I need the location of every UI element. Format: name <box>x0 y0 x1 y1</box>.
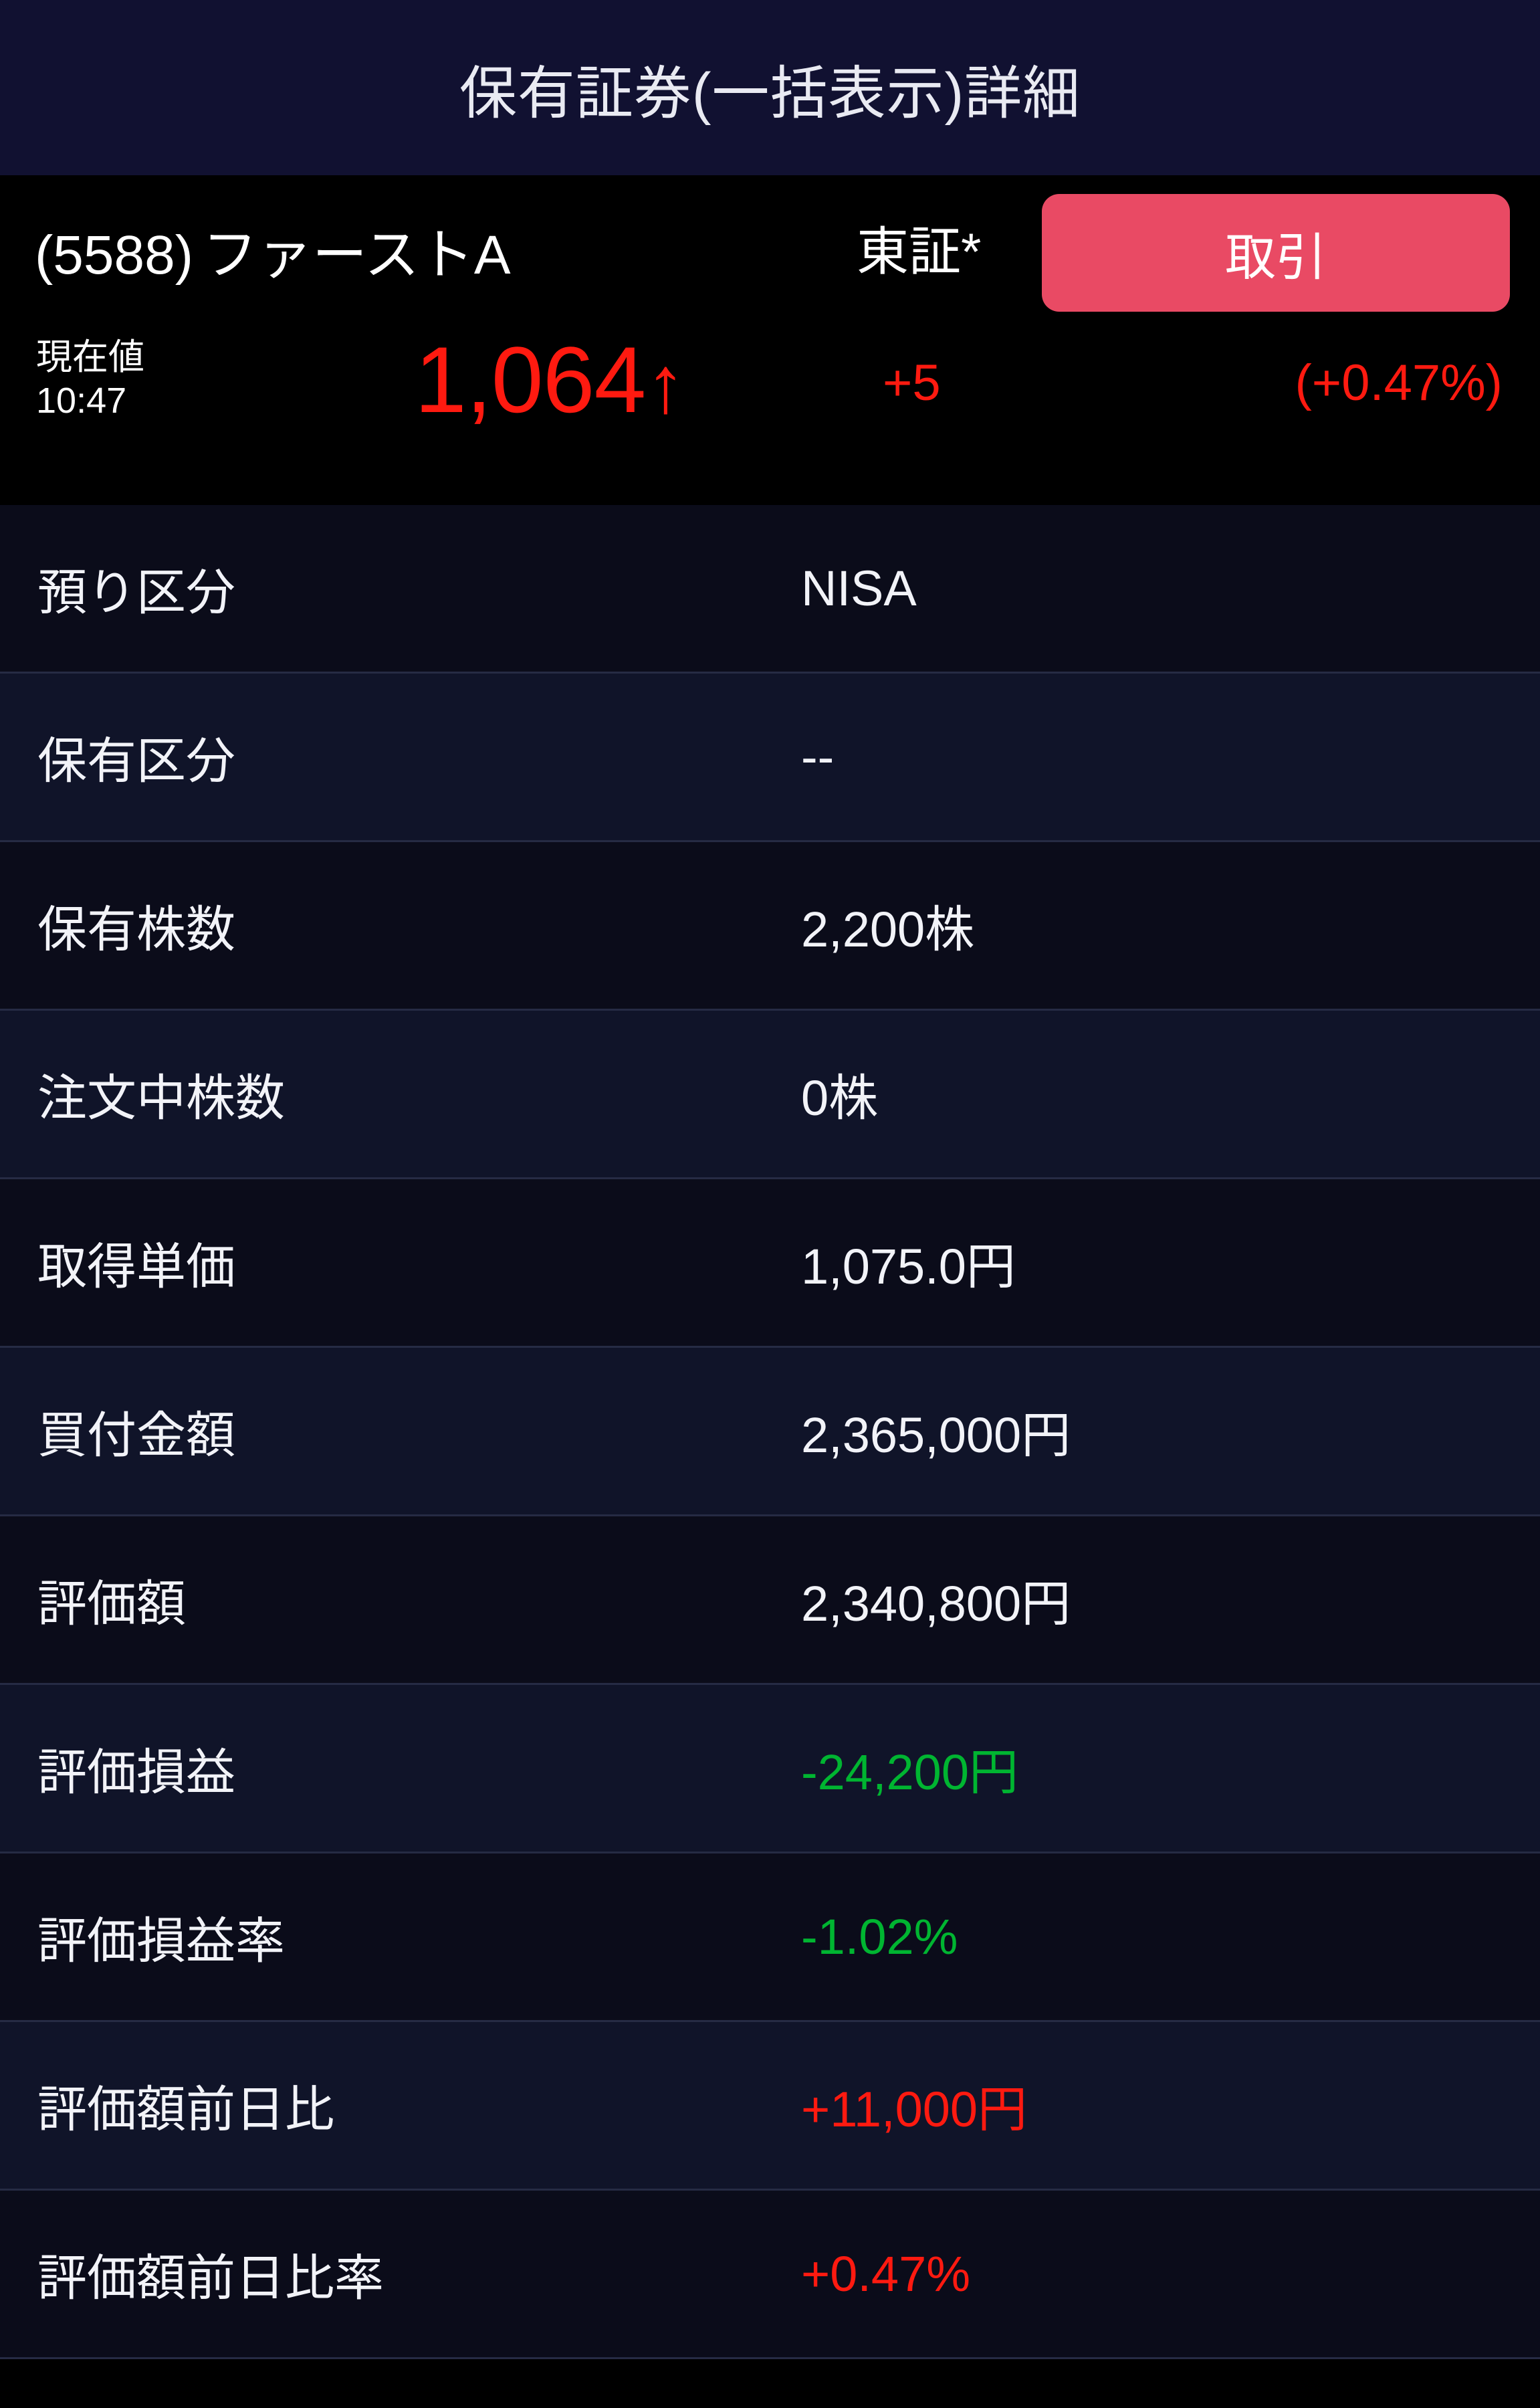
current-price-value: 1,064↑ <box>415 326 685 434</box>
table-row: 評価損益率 -1.02% <box>0 1853 1540 2022</box>
table-row: 保有区分 -- <box>0 674 1540 842</box>
stock-code: (5588) <box>35 225 194 286</box>
row-label: 注文中株数 <box>37 1070 285 1126</box>
row-value: 0株 <box>801 1070 879 1126</box>
row-value: -24,200円 <box>801 1744 1018 1800</box>
row-label: 評価額前日比率 <box>37 2250 384 2306</box>
current-price-label: 現在値 <box>36 337 144 377</box>
footer-spacer <box>0 2359 1540 2408</box>
detail-table: 預り区分 NISA 保有区分 -- 保有株数 2,200株 注文中株数 0株 取得単価 1… <box>0 505 1540 2359</box>
row-label: 取得単価 <box>37 1239 235 1294</box>
price-up-arrow-icon: ↑ <box>645 340 685 429</box>
table-row: 買付金額 2,365,000円 <box>0 1348 1540 1516</box>
row-label: 保有区分 <box>37 733 235 789</box>
current-price-time: 10:47 <box>36 381 127 421</box>
price-change: +5 <box>883 355 941 411</box>
table-row: 評価損益 -24,200円 <box>0 1685 1540 1853</box>
trade-button[interactable]: 取引 <box>1042 194 1510 312</box>
row-label: 評価損益率 <box>37 1913 285 1969</box>
table-row: 評価額前日比 +11,000円 <box>0 2022 1540 2191</box>
row-value: +0.47% <box>801 2246 971 2302</box>
price-number: 1,064 <box>415 327 646 432</box>
stock-identity[interactable]: (5588) ファーストA <box>35 210 511 290</box>
row-label: 預り区分 <box>37 565 235 620</box>
row-label: 買付金額 <box>37 1407 235 1463</box>
row-label: 評価損益 <box>37 1744 235 1800</box>
table-row: 取得単価 1,075.0円 <box>0 1179 1540 1348</box>
page-title: 保有証券(一括表示)詳細 <box>459 61 1081 126</box>
quote-header-row: (5588) ファーストA 東証* 取引 <box>0 175 1540 319</box>
row-value: NISA <box>801 561 917 616</box>
row-value: 2,340,800円 <box>801 1576 1071 1631</box>
row-value: -1.02% <box>801 1909 958 1965</box>
row-value: 1,075.0円 <box>801 1239 1016 1294</box>
table-row: 注文中株数 0株 <box>0 1011 1540 1179</box>
stock-name: ファーストA <box>203 225 511 286</box>
row-label: 保有株数 <box>37 902 235 957</box>
market-label: 東証* <box>857 222 982 281</box>
row-value: 2,200株 <box>801 902 975 957</box>
table-row: 評価額前日比率 +0.47% <box>0 2191 1540 2359</box>
title-bar: 保有証券(一括表示)詳細 <box>0 0 1540 175</box>
row-label: 評価額 <box>37 1576 186 1631</box>
price-change-percent: (+0.47%) <box>1295 355 1503 411</box>
row-value: +11,000円 <box>801 2082 1028 2137</box>
row-value: 2,365,000円 <box>801 1407 1071 1463</box>
row-value: -- <box>801 729 835 785</box>
row-label: 評価額前日比 <box>37 2082 334 2137</box>
quote-price-row: 現在値 10:47 1,064↑ +5 (+0.47%) <box>0 319 1540 505</box>
quote-panel: (5588) ファーストA 東証* 取引 現在値 10:47 1,064↑ +5 … <box>0 175 1540 505</box>
table-row: 保有株数 2,200株 <box>0 842 1540 1011</box>
table-row: 評価額 2,340,800円 <box>0 1516 1540 1685</box>
table-row: 預り区分 NISA <box>0 505 1540 674</box>
